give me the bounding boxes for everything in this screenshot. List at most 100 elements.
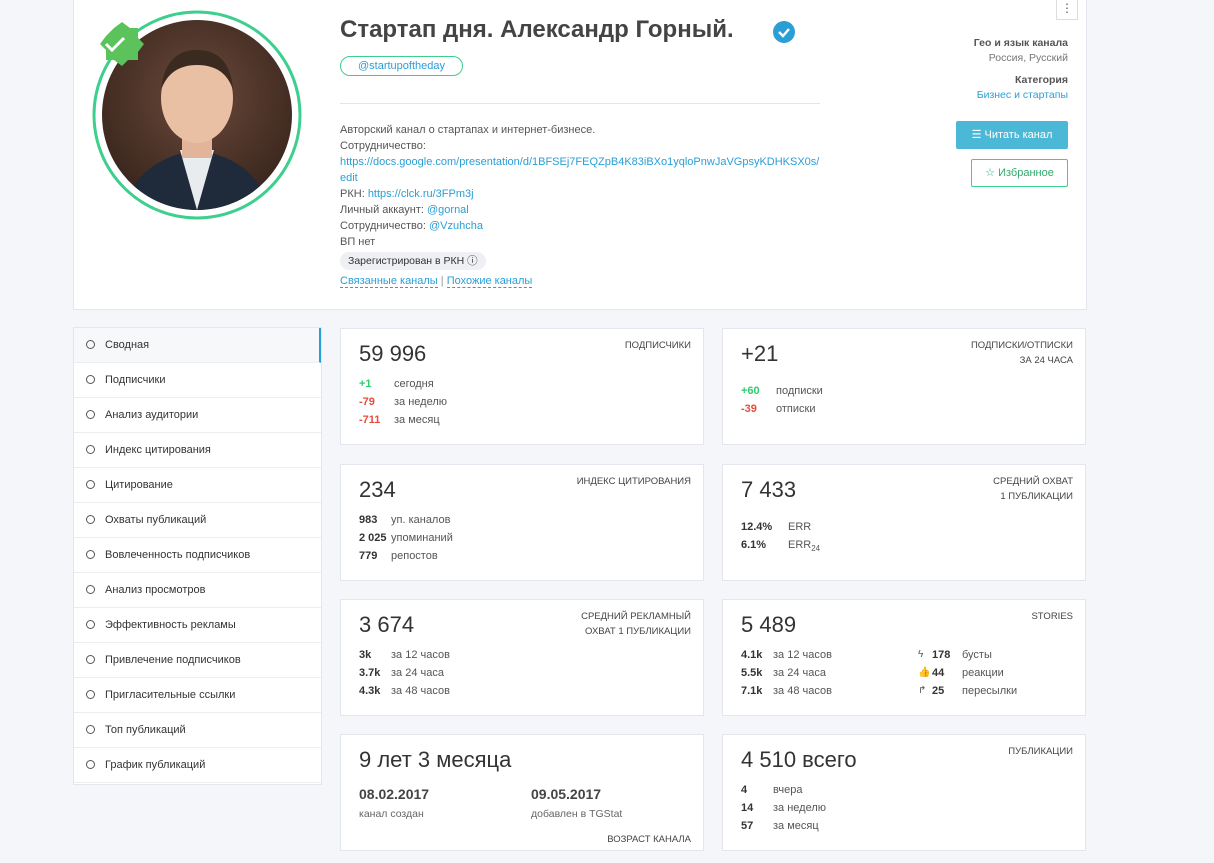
label: Анализ аудитории	[105, 409, 199, 421]
row-label: за 24 часа	[391, 667, 444, 679]
sidebar-item[interactable]: Охваты публикаций	[74, 503, 321, 538]
link[interactable]: @Vzuhcha	[428, 220, 483, 232]
row-value: 57	[741, 820, 754, 832]
row-value: -711	[359, 414, 381, 426]
row-value: 178	[932, 649, 951, 661]
row-value: 14	[741, 802, 754, 814]
row-value: +1	[359, 378, 372, 390]
row-value: 4.1k	[741, 649, 763, 661]
description: Авторский канал о стартапах и интернет-б…	[340, 122, 822, 289]
card-title: ОХВАТ 1 ПУБЛИКАЦИИ	[585, 626, 691, 637]
row-value: +60	[741, 385, 760, 397]
sidebar-item[interactable]: Вовлеченность подписчиков	[74, 538, 321, 573]
text: Сотрудничество:	[340, 140, 426, 152]
sidebar-item[interactable]: Подписчики	[74, 363, 321, 398]
icon: ϟ	[918, 649, 924, 660]
channel-meta: Гео и язык канала Россия, Русский Катего…	[868, 36, 1068, 103]
row-label: за месяц	[394, 414, 440, 426]
stat-card: 234 ИНДЕКС ЦИТИРОВАНИЯ 983 уп. каналов 2 025…	[340, 464, 704, 581]
sidebar-item[interactable]: Анализ аудитории	[74, 398, 321, 433]
handle[interactable]: @startupoftheday	[340, 56, 463, 76]
card-title: ИНДЕКС ЦИТИРОВАНИЯ	[576, 476, 691, 487]
stat-card: 59 996 ПОДПИСЧИКИ +1 сегодня -79 за неделю -71…	[340, 328, 704, 445]
sidebar-item[interactable]: Индекс цитирования	[74, 433, 321, 468]
row-label: за 12 часов	[773, 649, 832, 661]
row-label: сегодня	[394, 378, 434, 390]
link[interactable]: Связанные каналы	[340, 275, 438, 288]
label: Сводная	[105, 339, 150, 351]
sidebar: Сводная Подписчики Анализ аудитории Индекс …	[73, 327, 322, 785]
link[interactable]: @gornal	[427, 204, 469, 216]
row-label: реакции	[962, 667, 1004, 679]
label: Топ публикаций	[105, 724, 186, 736]
link[interactable]: https://docs.google.com/presentation/d/1…	[340, 156, 820, 184]
row-label: уп. каналов	[391, 514, 451, 526]
sidebar-item[interactable]: Пригласительные ссылки	[74, 678, 321, 713]
text: Читать канал	[984, 129, 1053, 141]
stat-value: 4 510 всего	[741, 747, 857, 772]
row-label: за 24 часа	[773, 667, 826, 679]
favorite-button[interactable]: ☆ Избранное	[971, 159, 1068, 187]
sidebar-item[interactable]: Привлечение подписчиков	[74, 643, 321, 678]
row-value: 7.1k	[741, 685, 763, 697]
row-value: 44	[932, 667, 945, 679]
read-button[interactable]: ☰ Читать канал	[956, 121, 1068, 149]
stat-card: 7 433 СРЕДНИЙ ОХВАТ 1 ПУБЛИКАЦИИ 12.4% ERR 6.…	[722, 464, 1086, 581]
icon	[86, 515, 95, 524]
line: Сотрудничество: @Vzuhcha	[340, 218, 822, 234]
label: Привлечение подписчиков	[105, 654, 241, 666]
sidebar-item[interactable]: График публикаций	[74, 748, 321, 783]
sidebar-item[interactable]: Анализ просмотров	[74, 573, 321, 608]
icon	[86, 340, 95, 349]
text: РКН:	[340, 188, 365, 200]
date-label: канал создан	[359, 808, 424, 820]
text: Избранное	[998, 167, 1054, 179]
card-title: ВОЗРАСТ КАНАЛА	[607, 834, 691, 845]
card-title: СРЕДНИЙ ОХВАТ	[993, 476, 1073, 487]
sidebar-item[interactable]: Топ публикаций	[74, 713, 321, 748]
row-value: 3k	[359, 649, 372, 661]
channel-title: Стартап дня. Александр Горный.	[340, 16, 734, 43]
text: ERR	[788, 539, 812, 551]
row-value: -39	[741, 403, 757, 415]
menu-button[interactable]: ⋮	[1056, 0, 1078, 20]
card-title: STORIES	[1031, 611, 1073, 622]
sidebar-item[interactable]: Эффективность рекламы	[74, 608, 321, 643]
row-value: 6.1%	[741, 539, 767, 551]
link[interactable]: Похожие каналы	[446, 275, 533, 288]
row-label: ERR24	[788, 539, 820, 553]
icon	[86, 410, 95, 419]
icon: 👍	[918, 667, 931, 678]
row-label: за месяц	[773, 820, 819, 832]
avatar	[92, 10, 302, 220]
text: Авторский канал о стартапах и интернет-б…	[340, 124, 596, 136]
value[interactable]: Бизнес и стартапы	[976, 89, 1068, 101]
label: Охваты публикаций	[105, 514, 207, 526]
row-label: бусты	[962, 649, 992, 661]
verified-icon	[773, 21, 795, 43]
date-label: добавлен в TGStat	[531, 808, 623, 820]
link[interactable]: https://clck.ru/3FPm3j	[367, 188, 474, 200]
sidebar-item[interactable]: Сводная	[74, 328, 321, 363]
label: График публикаций	[105, 759, 206, 771]
stat-card: 3 674 СРЕДНИЙ РЕКЛАМНЫЙ ОХВАТ 1 ПУБЛИКАЦИИ…	[340, 599, 704, 716]
line: Личный аккаунт: @gornal	[340, 202, 822, 218]
sidebar-item[interactable]: Цитирование	[74, 468, 321, 503]
icon	[86, 655, 95, 664]
stat-value: 3 674	[359, 612, 415, 637]
card-title: 1 ПУБЛИКАЦИИ	[1000, 491, 1073, 502]
label: Подписчики	[105, 374, 166, 386]
row-value: 4	[741, 784, 748, 796]
icon	[86, 375, 95, 384]
row-label: за 48 часов	[773, 685, 832, 697]
date: 08.02.2017	[359, 786, 430, 802]
subscript: 24	[811, 544, 821, 554]
card-title: ПОДПИСЧИКИ	[624, 340, 691, 351]
row-value: 983	[359, 514, 378, 526]
stat-card: 4 510 всего ПУБЛИКАЦИИ 4 вчера 14 за неделю 57…	[722, 734, 1086, 851]
rkn-badge[interactable]: Зарегистрирован в РКН ⓘ	[340, 252, 486, 270]
row-label: ERR	[788, 521, 812, 533]
label: Категория	[1014, 74, 1068, 86]
row-value: 779	[359, 550, 378, 562]
label: Эффективность рекламы	[105, 619, 236, 631]
